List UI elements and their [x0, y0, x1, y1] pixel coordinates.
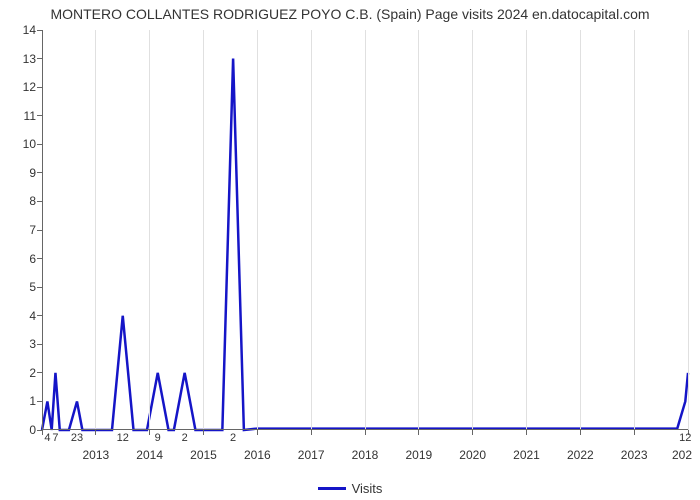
x-major-label: 2018 [352, 448, 379, 462]
y-tick-label: 9 [29, 166, 36, 180]
x-minor-label: 7 [52, 432, 58, 444]
y-tick [37, 172, 42, 173]
y-tick-label: 3 [29, 337, 36, 351]
x-major-label: 2023 [621, 448, 648, 462]
x-tick [580, 430, 581, 435]
y-tick [37, 144, 42, 145]
x-tick [472, 430, 473, 435]
y-tick-label: 14 [23, 23, 36, 37]
y-tick-label: 5 [29, 280, 36, 294]
x-gridline [311, 30, 312, 430]
y-tick [37, 287, 42, 288]
plot-area: 0123456789101112131420132014201520162017… [42, 30, 688, 430]
x-gridline [95, 30, 96, 430]
y-tick-label: 13 [23, 52, 36, 66]
x-minor-label: 12 [679, 432, 691, 444]
x-minor-label: 23 [71, 432, 83, 444]
x-tick [149, 430, 150, 435]
y-tick [37, 372, 42, 373]
x-tick [95, 430, 96, 435]
y-tick-label: 2 [29, 366, 36, 380]
y-tick [37, 315, 42, 316]
x-gridline [472, 30, 473, 430]
legend-swatch [318, 487, 346, 490]
x-major-label: 2017 [298, 448, 325, 462]
x-gridline [203, 30, 204, 430]
x-tick [418, 430, 419, 435]
chart-container: MONTERO COLLANTES RODRIGUEZ POYO C.B. (S… [0, 0, 700, 500]
y-tick [37, 58, 42, 59]
y-tick-label: 12 [23, 80, 36, 94]
legend-item-visits: Visits [318, 481, 383, 496]
y-tick [37, 344, 42, 345]
y-tick [37, 87, 42, 88]
x-major-label: 2014 [136, 448, 163, 462]
x-tick [257, 430, 258, 435]
x-tick [203, 430, 204, 435]
x-gridline [418, 30, 419, 430]
chart-title: MONTERO COLLANTES RODRIGUEZ POYO C.B. (S… [0, 6, 700, 22]
y-tick [37, 115, 42, 116]
x-gridline [365, 30, 366, 430]
x-major-label: 2015 [190, 448, 217, 462]
x-minor-label: 2 [230, 432, 236, 444]
y-tick-label: 6 [29, 252, 36, 266]
y-tick [37, 401, 42, 402]
x-minor-label: 9 [155, 432, 161, 444]
x-major-label: 2021 [513, 448, 540, 462]
x-major-label: 2019 [405, 448, 432, 462]
y-tick [37, 30, 42, 31]
y-tick-label: 11 [24, 109, 36, 123]
x-major-label: 2022 [567, 448, 594, 462]
x-tick [42, 430, 43, 435]
x-tick [634, 430, 635, 435]
x-minor-label: 2 [182, 432, 188, 444]
x-gridline [634, 30, 635, 430]
y-tick-label: 4 [29, 309, 36, 323]
y-tick [37, 230, 42, 231]
legend-label: Visits [352, 481, 383, 496]
x-tick [365, 430, 366, 435]
x-major-label: 2013 [82, 448, 109, 462]
y-tick [37, 258, 42, 259]
x-gridline [580, 30, 581, 430]
legend: Visits [0, 478, 700, 496]
x-gridline [149, 30, 150, 430]
x-tick [311, 430, 312, 435]
x-gridline [526, 30, 527, 430]
x-major-label: 202 [672, 448, 692, 462]
y-tick [37, 201, 42, 202]
y-axis [42, 30, 43, 430]
x-gridline [257, 30, 258, 430]
y-tick-label: 7 [29, 223, 36, 237]
x-major-label: 2020 [459, 448, 486, 462]
y-tick-label: 10 [23, 137, 36, 151]
x-gridline [688, 30, 689, 430]
y-tick-label: 0 [29, 423, 36, 437]
y-tick-label: 1 [29, 394, 36, 408]
x-minor-label: 12 [117, 432, 129, 444]
x-minor-label: 4 [44, 432, 50, 444]
x-tick [526, 430, 527, 435]
y-tick-label: 8 [29, 194, 36, 208]
x-major-label: 2016 [244, 448, 271, 462]
